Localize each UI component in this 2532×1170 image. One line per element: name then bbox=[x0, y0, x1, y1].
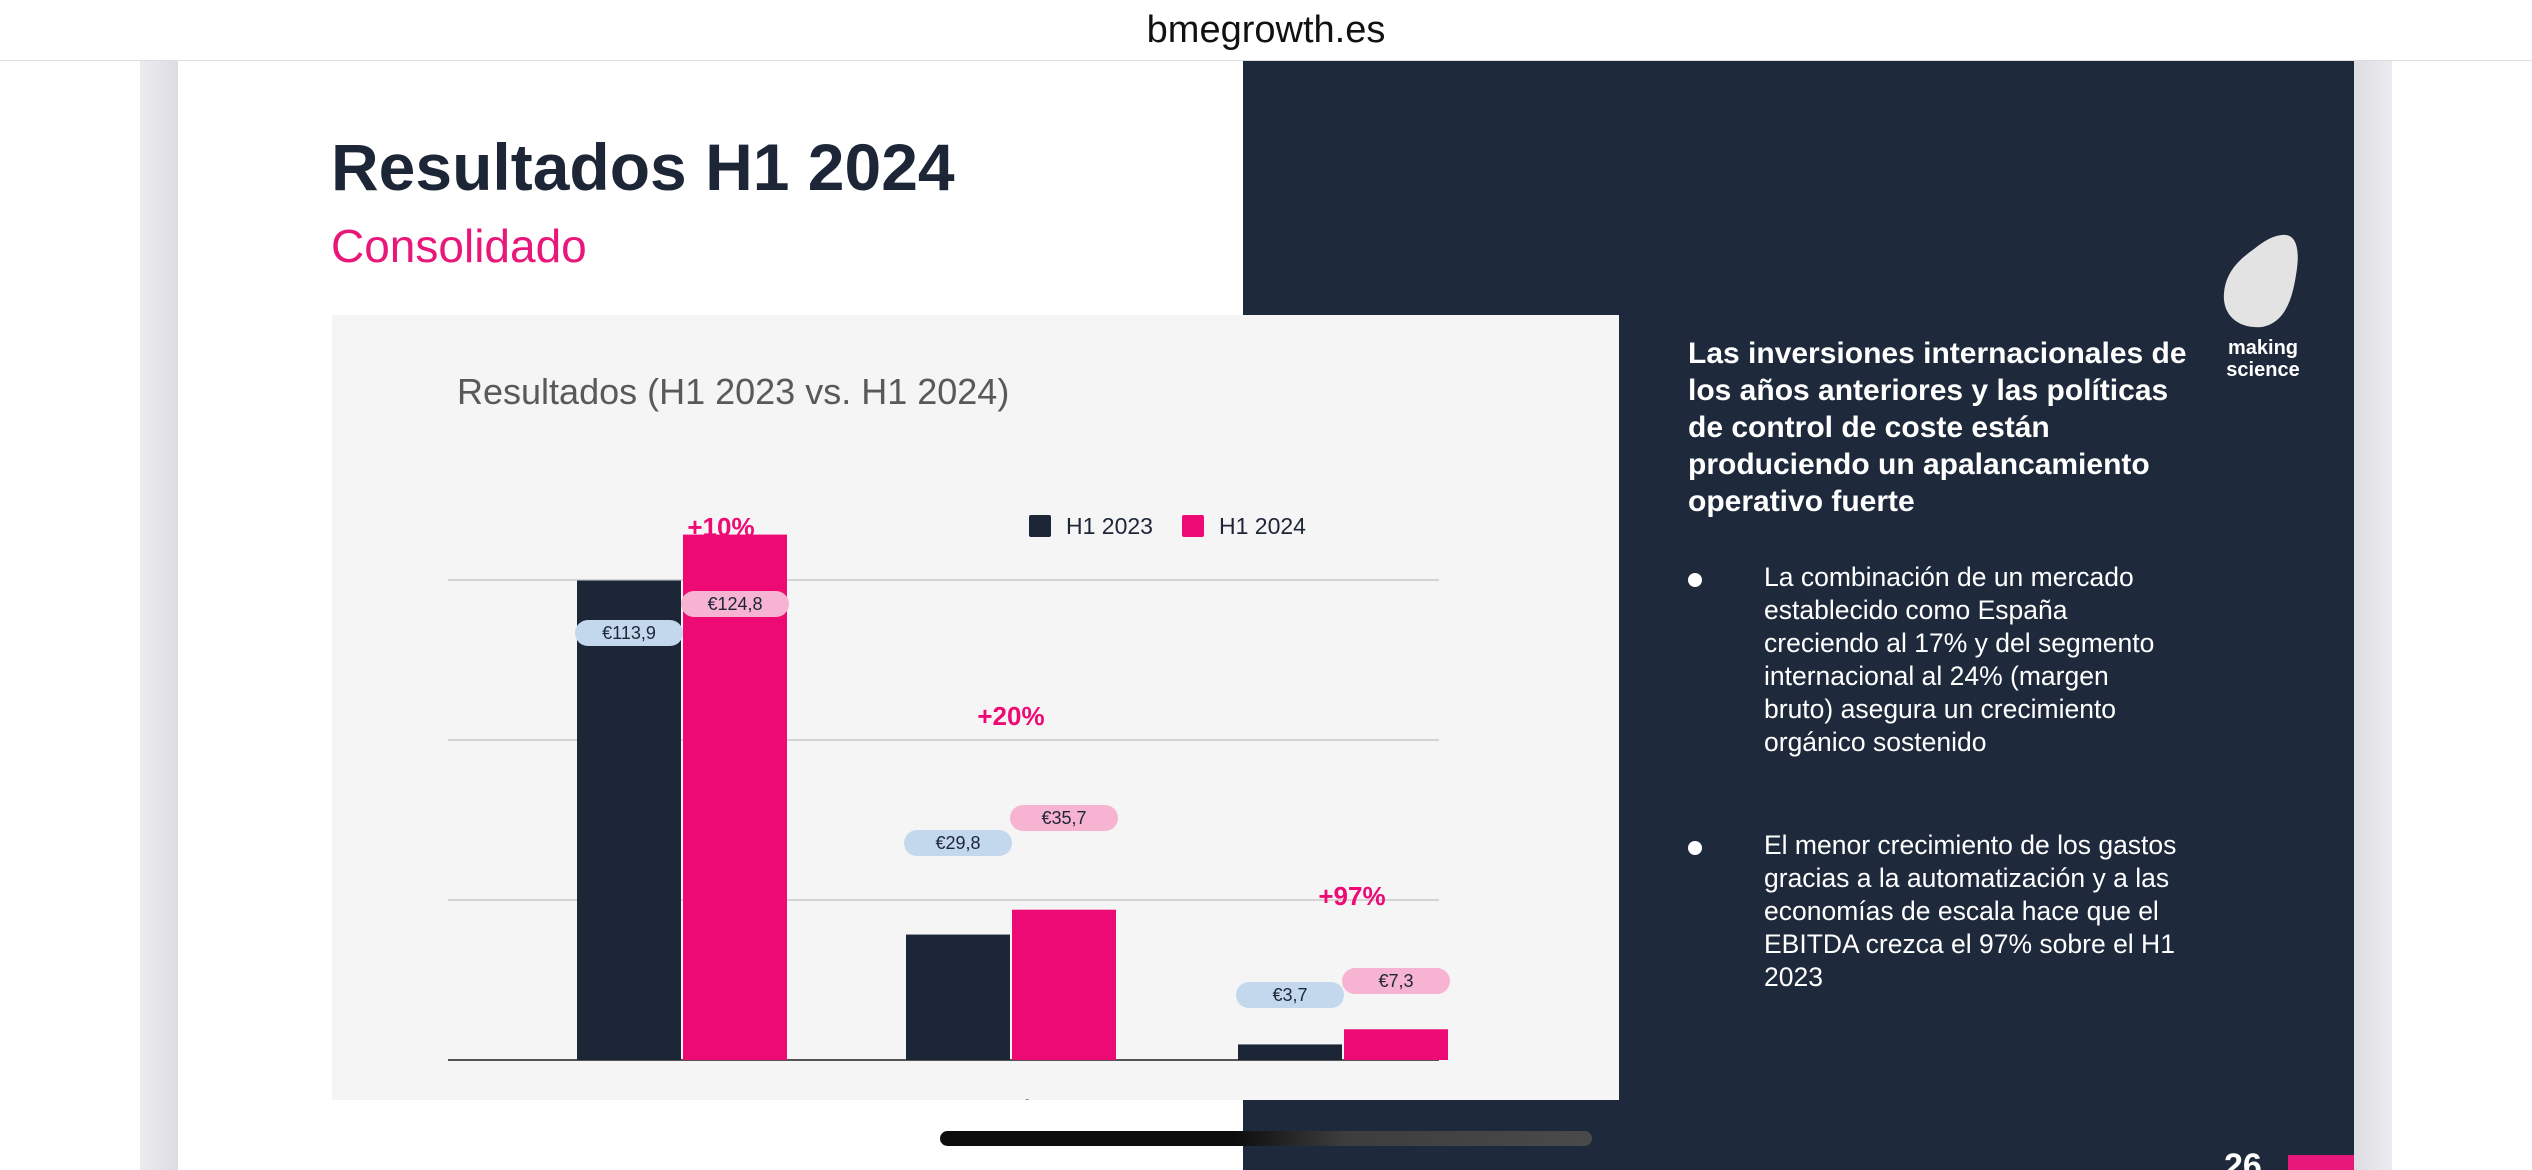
bar bbox=[1012, 909, 1116, 1060]
growth-label: +20% bbox=[977, 701, 1044, 731]
slide-subtitle: Consolidado bbox=[331, 220, 587, 272]
bar bbox=[683, 534, 787, 1060]
logo-text-line: science bbox=[2226, 359, 2300, 381]
making-science-logo: making science bbox=[2208, 231, 2318, 391]
legend-swatch bbox=[1029, 515, 1051, 537]
data-label: €29,8 bbox=[935, 833, 980, 853]
category-label: EBITDA recurrente bbox=[1249, 1097, 1436, 1100]
data-label-pill bbox=[1236, 982, 1344, 1008]
home-indicator[interactable] bbox=[940, 1131, 1592, 1146]
legend-label: H1 2024 bbox=[1219, 513, 1306, 539]
legend-label: H1 2023 bbox=[1066, 513, 1153, 539]
data-label: €7,3 bbox=[1378, 971, 1413, 991]
page-shadow-left bbox=[140, 61, 178, 1170]
data-label: €124,8 bbox=[707, 594, 762, 614]
data-label: €113,9 bbox=[602, 623, 656, 643]
logo-text: making science bbox=[2208, 337, 2318, 381]
logo-blob-icon bbox=[2223, 234, 2298, 328]
legend-swatch bbox=[1182, 515, 1204, 537]
bar bbox=[1344, 1029, 1448, 1060]
category-label: Margen bruto bbox=[944, 1097, 1078, 1100]
logo-text-line: making bbox=[2227, 337, 2299, 359]
presentation-slide: Resultados H1 2024 Consolidado Resultado… bbox=[178, 61, 2354, 1170]
chart-panel: Resultados (H1 2023 vs. H1 2024) H1 2023 H… bbox=[332, 315, 1619, 1100]
chart-title: Resultados (H1 2023 vs. H1 2024) bbox=[457, 371, 1009, 412]
data-label-pill bbox=[904, 830, 1012, 856]
bullet-dot-icon bbox=[1688, 573, 1702, 587]
bar bbox=[906, 934, 1010, 1060]
bar bbox=[1238, 1044, 1342, 1060]
data-label: €3,7 bbox=[1272, 985, 1307, 1005]
data-label-pill bbox=[681, 591, 789, 617]
data-label-pill bbox=[1010, 805, 1118, 831]
bar bbox=[577, 580, 681, 1060]
data-label-pill bbox=[575, 620, 683, 646]
data-label-pill bbox=[1342, 968, 1450, 994]
side-heading: Las inversiones internacionales de los a… bbox=[1688, 337, 2187, 518]
page-number-accent bbox=[2288, 1155, 2354, 1170]
data-label: €35,7 bbox=[1041, 808, 1086, 828]
bullet-dot-icon bbox=[1688, 841, 1702, 855]
browser-url-bar[interactable]: bmegrowth.es bbox=[0, 0, 2532, 61]
category-label: Ingresos bbox=[638, 1097, 726, 1100]
bullet-text: La combinación de un mercado establecido… bbox=[1764, 562, 2155, 757]
bar-chart: Resultados (H1 2023 vs. H1 2024) H1 2023 H… bbox=[448, 371, 1450, 1100]
page-number: 26 bbox=[2224, 1147, 2262, 1170]
growth-label: +10% bbox=[687, 512, 754, 542]
growth-label: +97% bbox=[1318, 881, 1385, 911]
url-text[interactable]: bmegrowth.es bbox=[1146, 8, 1386, 51]
slide-title: Resultados H1 2024 bbox=[331, 130, 955, 204]
page-shadow-right bbox=[2354, 61, 2392, 1170]
bullet-text: El menor crecimiento de los gastos graci… bbox=[1764, 830, 2177, 992]
